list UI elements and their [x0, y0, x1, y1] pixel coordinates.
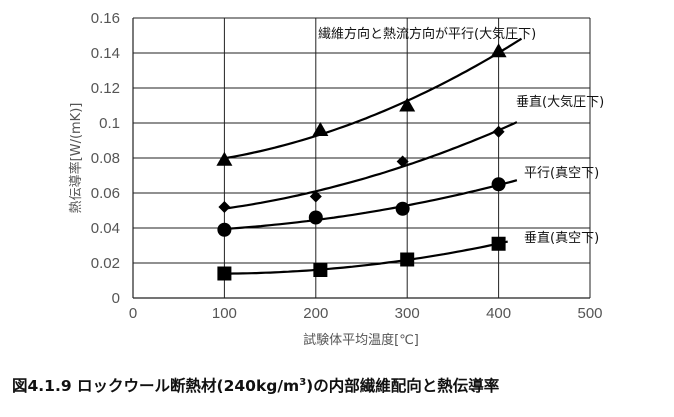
diamond-marker: [396, 155, 409, 168]
tick-labels: 0 0.02 0.04 0.06 0.08 0.1 0.12 0.14 0.16 0 100 200 3…: [91, 10, 603, 322]
fit-curves: [224, 37, 523, 275]
y-tick-label: 0.12: [91, 80, 120, 97]
fit-curve: [224, 240, 508, 275]
gridlines: [133, 17, 591, 298]
x-tick-label: 0: [129, 305, 137, 322]
fit-curve: [224, 179, 518, 230]
square-marker: [313, 263, 328, 277]
caption-superscript: 3: [299, 376, 307, 388]
diamond-marker: [218, 201, 231, 213]
y-tick-label: 0.1: [99, 115, 120, 132]
series-label: 平行(真空下): [524, 166, 599, 181]
series-label: 垂直(真空下): [524, 231, 599, 246]
circle-marker: [217, 222, 232, 237]
diamond-marker: [492, 125, 505, 138]
diamond-marker: [309, 190, 322, 203]
square-marker: [217, 266, 232, 281]
circle-marker: [491, 177, 506, 192]
triangle-marker: [490, 43, 507, 58]
y-tick-label: 0.02: [91, 255, 120, 272]
y-tick-label: 0.14: [91, 45, 120, 62]
x-tick-label: 400: [486, 305, 511, 322]
circle-marker: [395, 201, 410, 216]
series-labels: 繊維方向と熱流方向が平行(大気圧下) 垂直(大気圧下) 平行(真空下) 垂直(真空下): [318, 26, 604, 246]
y-tick-label: 0.06: [91, 185, 120, 202]
circle-marker: [308, 210, 323, 225]
caption-rest: )の内部繊維配向と熱伝導率: [306, 377, 500, 395]
triangle-marker: [399, 97, 416, 112]
x-axis-label: 試験体平均温度[℃]: [303, 332, 419, 348]
axes: [132, 18, 590, 299]
series-label: 繊維方向と熱流方向が平行(大気圧下): [318, 26, 536, 42]
y-tick-label: 0.04: [91, 220, 120, 237]
x-tick-label: 200: [303, 305, 328, 322]
fit-curve: [224, 121, 518, 210]
fit-curve: [224, 37, 523, 160]
x-tick-label: 500: [577, 305, 602, 322]
triangle-marker: [312, 122, 329, 136]
y-tick-label: 0.08: [91, 150, 120, 167]
caption-main: 図4.1.9 ロックウール断熱材(240kg/m: [12, 377, 300, 395]
y-axis-label: 熱伝導率[W/(mK)]: [68, 103, 84, 214]
triangle-marker: [216, 151, 233, 166]
chart: 0 0.02 0.04 0.06 0.08 0.1 0.12 0.14 0.16 0 100 200 3…: [68, 10, 604, 348]
figure-caption: 図4.1.9 ロックウール断熱材(240kg/m3)の内部繊維配向と熱伝導率: [12, 374, 667, 396]
square-marker: [400, 252, 415, 267]
square-marker: [491, 236, 506, 251]
x-tick-label: 300: [395, 305, 420, 322]
data-markers: [216, 43, 507, 281]
y-tick-label: 0: [112, 290, 120, 307]
x-tick-label: 100: [212, 305, 237, 322]
y-tick-label: 0.16: [91, 10, 120, 27]
series-label: 垂直(大気圧下): [516, 94, 604, 110]
